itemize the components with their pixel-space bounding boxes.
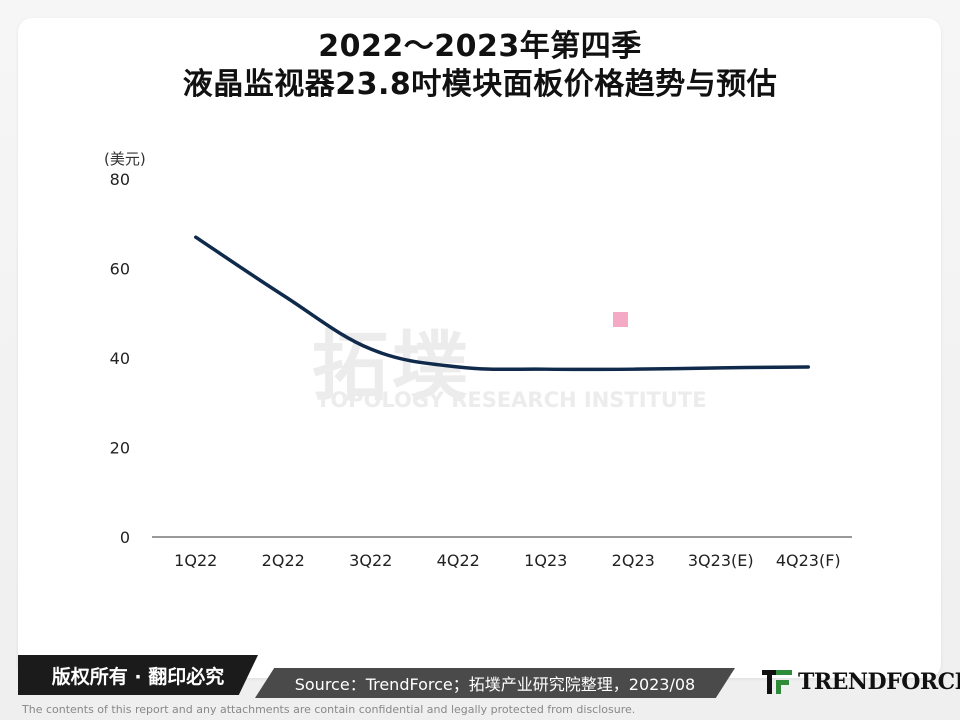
x-tick-label: 4Q22 (437, 551, 480, 570)
y-tick-label: 40 (110, 349, 130, 368)
x-tick-label: 3Q22 (349, 551, 392, 570)
trendforce-logo-text: TRENDFORCE (798, 669, 960, 695)
x-tick-label: 1Q22 (174, 551, 217, 570)
x-tick-label: 2Q22 (262, 551, 305, 570)
chart-title-line1: 2022～2023年第四季 (318, 29, 642, 64)
y-tick-label: 60 (110, 260, 130, 279)
copyright-badge: 版权所有 · 翻印必究 (18, 655, 258, 695)
x-tick-label: 3Q23(E) (688, 551, 754, 570)
x-tick-label: 4Q23(F) (776, 551, 841, 570)
watermark-english: TOPOLOGY RESEARCH INSTITUTE (316, 388, 707, 412)
price-trend-line (194, 235, 810, 372)
disclaimer-text: The contents of this report and any atta… (22, 703, 636, 716)
y-tick-label: 20 (110, 439, 130, 458)
trendforce-logo-icon (762, 668, 792, 696)
y-axis-unit-label: (美元) (104, 150, 146, 168)
x-tick-label: 2Q23 (612, 551, 655, 570)
y-tick-label: 0 (120, 528, 130, 547)
chart-title: 2022～2023年第四季 液晶监视器23.8吋模块面板价格趋势与预估 (0, 28, 960, 103)
pink-square-marker (613, 312, 628, 327)
trendforce-logo: TRENDFORCE (762, 666, 960, 698)
source-note: Source：TrendForce；拓墣产业研究院整理，2023/08 (255, 668, 735, 698)
x-tick-label: 1Q23 (524, 551, 567, 570)
chart-title-line2: 液晶监视器23.8吋模块面板价格趋势与预估 (182, 66, 778, 102)
y-tick-label: 80 (110, 170, 130, 189)
chart-card (18, 18, 941, 678)
